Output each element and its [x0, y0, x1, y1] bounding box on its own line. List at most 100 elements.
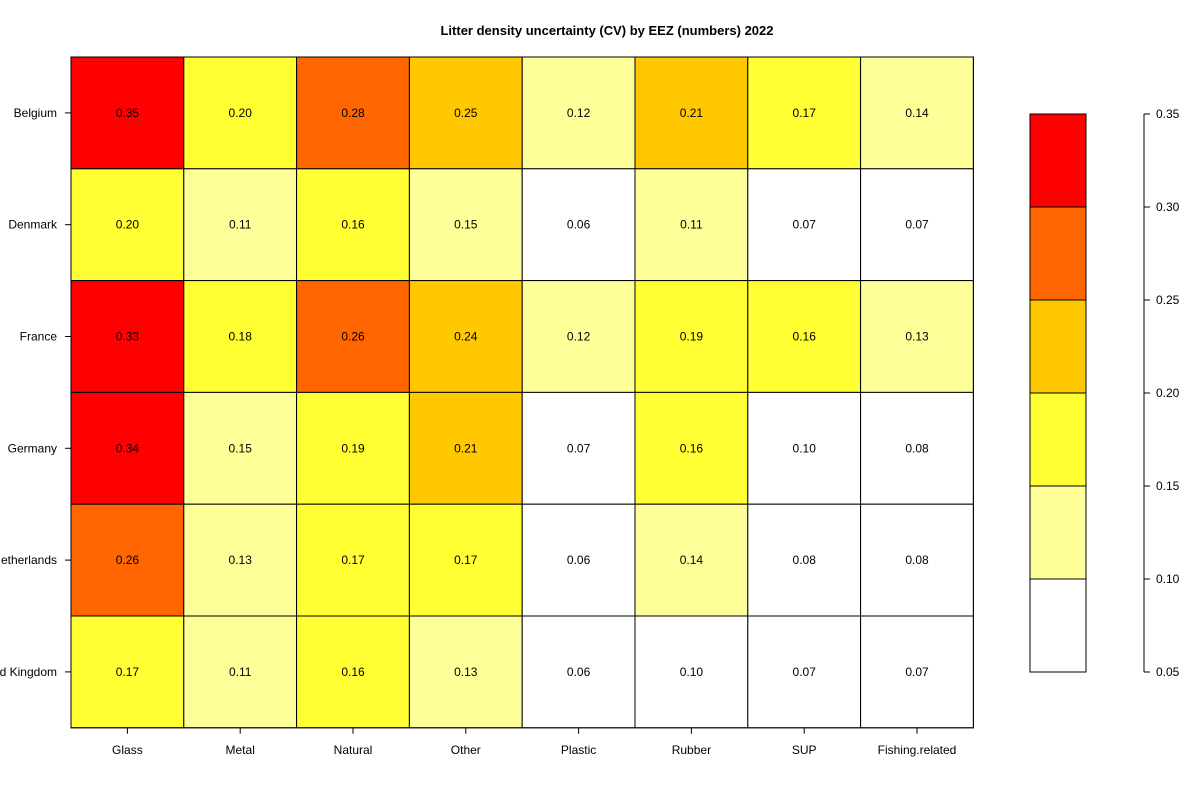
cell-value-label: 0.11 — [229, 218, 252, 232]
heatmap-cell — [70, 280, 185, 393]
cell-value-label: 0.25 — [454, 106, 478, 120]
cell-value-label: 0.21 — [454, 441, 478, 455]
legend-swatch — [1029, 485, 1087, 580]
cell-value-label: 0.07 — [905, 218, 929, 232]
cell-value-label: 0.08 — [905, 553, 929, 567]
heatmap-cell — [521, 280, 636, 393]
cell-value-label: 0.13 — [454, 665, 478, 679]
column-label: Fishing.related — [878, 743, 957, 757]
heatmap-cell — [860, 168, 974, 282]
chart-title: Litter density uncertainty (CV) by EEZ (… — [440, 23, 773, 38]
legend-swatch — [1029, 113, 1087, 208]
heatmap-cell — [634, 503, 749, 617]
heatmap-cells: 0.35 0.20 0.28 0.25 0.12 0.21 0.17 0.14 0.20 0.11… — [70, 56, 974, 729]
heatmap-cell — [296, 503, 410, 617]
cell-value-label: 0.19 — [680, 330, 704, 344]
row-label: Germany — [8, 441, 57, 455]
legend-swatch — [1029, 392, 1087, 487]
cell-value-label: 0.33 — [116, 330, 140, 344]
heatmap-cell — [634, 615, 749, 729]
heatmap-cell — [408, 503, 523, 617]
cell-value-label: 0.06 — [567, 553, 591, 567]
cell-value-label: 0.16 — [341, 218, 365, 232]
cell-value-label: 0.10 — [680, 665, 704, 679]
cell-value-label: 0.35 — [116, 106, 140, 120]
column-label: Metal — [226, 743, 255, 757]
color-legend: 0.05 0.10 0.15 0.20 0.25 0.30 0.35 — [1029, 107, 1180, 679]
column-label: Rubber — [672, 743, 711, 757]
cell-value-label: 0.12 — [567, 330, 591, 344]
heatmap-cell — [408, 280, 523, 393]
heatmap-cell — [296, 391, 410, 505]
cell-value-label: 0.26 — [116, 553, 140, 567]
heatmap-cell — [408, 391, 523, 505]
cell-value-label: 0.14 — [680, 553, 704, 567]
legend-tick-label: 0.35 — [1156, 107, 1180, 121]
column-labels: Glass Metal Natural Other Plastic Rubber SUP Fi… — [112, 727, 957, 757]
heatmap-cell — [70, 391, 185, 505]
heatmap-cell — [183, 280, 298, 393]
column-label: Plastic — [561, 743, 596, 757]
heatmap-cell — [521, 391, 636, 505]
cell-value-label: 0.20 — [116, 218, 140, 232]
column-label: Natural — [334, 743, 373, 757]
row-label: Denmark — [8, 218, 58, 232]
cell-value-label: 0.07 — [567, 441, 591, 455]
cell-value-label: 0.07 — [793, 218, 817, 232]
cell-value-label: 0.06 — [567, 665, 591, 679]
legend-swatch — [1029, 578, 1087, 673]
heatmap-cell — [296, 615, 410, 729]
heatmap-cell — [521, 503, 636, 617]
cell-value-label: 0.07 — [793, 665, 817, 679]
cell-value-label: 0.16 — [341, 665, 365, 679]
heatmap-cell — [296, 280, 410, 393]
cell-value-label: 0.06 — [567, 218, 591, 232]
cell-value-label: 0.34 — [116, 441, 140, 455]
cell-value-label: 0.26 — [341, 330, 365, 344]
heatmap-cell — [70, 56, 185, 170]
cell-value-label: 0.21 — [680, 106, 704, 120]
plot-border — [70, 56, 974, 729]
column-label: SUP — [792, 743, 817, 757]
row-label: Netherlands — [0, 553, 57, 567]
heatmap-cell — [747, 280, 862, 393]
legend-tick-label: 0.20 — [1156, 386, 1180, 400]
heatmap-cell — [634, 168, 749, 282]
heatmap-cell — [747, 168, 862, 282]
cell-value-label: 0.17 — [341, 553, 365, 567]
row-label: France — [20, 330, 58, 344]
cell-value-label: 0.16 — [793, 330, 817, 344]
cell-value-label: 0.28 — [341, 106, 365, 120]
legend-tick-label: 0.30 — [1156, 200, 1180, 214]
cell-value-label: 0.11 — [229, 665, 252, 679]
heatmap-cell — [408, 56, 523, 170]
row-label: Belgium — [14, 106, 57, 120]
legend-swatch — [1029, 206, 1087, 301]
cell-value-label: 0.13 — [229, 553, 253, 567]
cell-value-label: 0.17 — [116, 665, 140, 679]
heatmap-cell — [521, 168, 636, 282]
column-label: Glass — [112, 743, 143, 757]
cell-value-label: 0.10 — [793, 441, 817, 455]
row-labels: Belgium Denmark France Germany Netherlands Un… — [0, 106, 71, 679]
cell-value-label: 0.14 — [905, 106, 929, 120]
heatmap-cell — [747, 391, 862, 505]
cell-value-label: 0.18 — [229, 330, 253, 344]
heatmap-cell — [183, 56, 298, 170]
heatmap-cell — [860, 56, 974, 170]
cell-value-label: 0.13 — [905, 330, 929, 344]
legend-swatch — [1029, 299, 1087, 394]
cell-value-label: 0.12 — [567, 106, 591, 120]
heatmap-cell — [747, 615, 862, 729]
cell-value-label: 0.15 — [229, 441, 253, 455]
legend-tick-label: 0.25 — [1156, 293, 1180, 307]
cell-value-label: 0.11 — [680, 218, 703, 232]
heatmap-cell — [634, 56, 749, 170]
legend-tick-label: 0.10 — [1156, 572, 1180, 586]
cell-value-label: 0.20 — [229, 106, 253, 120]
heatmap-cell — [521, 56, 636, 170]
cell-value-label: 0.17 — [454, 553, 478, 567]
cell-value-label: 0.08 — [905, 441, 929, 455]
heatmap-cell — [183, 615, 298, 729]
